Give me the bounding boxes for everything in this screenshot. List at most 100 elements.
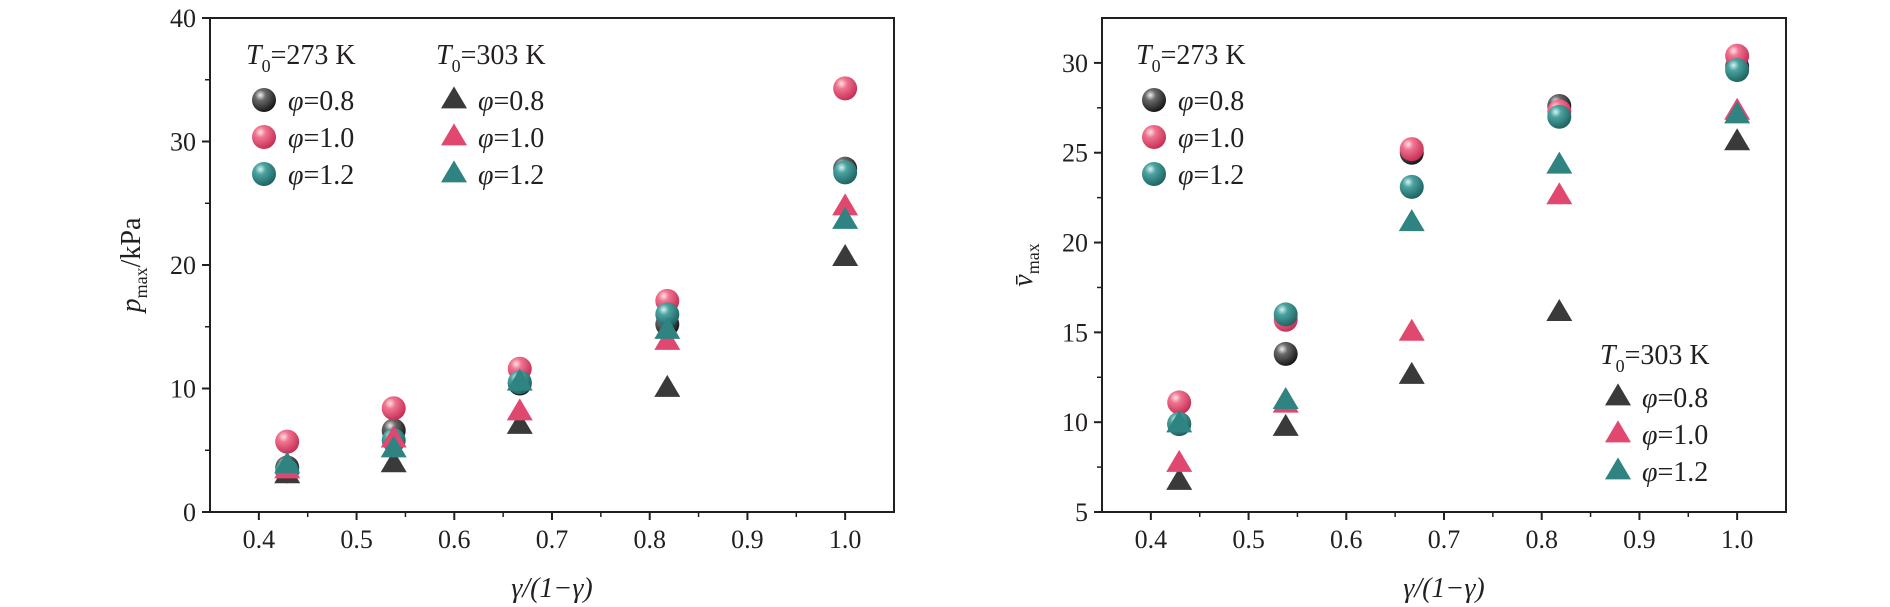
y-tick-label: 40 (170, 4, 196, 33)
y-tick-label: 0 (183, 498, 196, 527)
y-axis-label-vmax: v̄max (1008, 243, 1043, 286)
data-point (655, 302, 680, 327)
x-tick-label: 0.5 (1232, 525, 1265, 554)
legend-label: φ=1.2 (1642, 457, 1708, 488)
legend-marker (441, 86, 467, 109)
data-marks-pmax (274, 76, 859, 484)
legend-header-273-pmax: T0=273 K (246, 40, 356, 76)
y-tick-label: 30 (170, 128, 196, 157)
data-point (1398, 209, 1425, 232)
y-tick-label: 25 (1062, 139, 1088, 168)
data-point (506, 368, 533, 391)
x-tick-label: 0.8 (633, 525, 666, 554)
x-ticks-pmax: 0.4 0.5 0.6 0.7 0.8 0.9 1.0 (243, 512, 862, 554)
legend-header-273-vmax: T0=273 K (1136, 40, 1246, 76)
x-axis-label-pmax: γ/(1−γ) (511, 573, 592, 604)
x-tick-label: 0.9 (1623, 525, 1656, 554)
data-point (654, 316, 681, 339)
legend-marker (1142, 88, 1166, 112)
data-point (832, 206, 859, 229)
data-point (832, 243, 859, 266)
data-point (1166, 467, 1193, 490)
legend-label: φ=0.8 (478, 86, 544, 117)
data-point (1547, 104, 1572, 129)
x-tick-label: 1.0 (1721, 525, 1754, 554)
data-point (1546, 182, 1573, 205)
legend-header-303-pmax: T0=303 K (436, 40, 546, 76)
x-tick-label: 0.7 (1428, 525, 1461, 554)
data-point (832, 193, 859, 216)
data-point (1398, 361, 1425, 384)
legend-marker (441, 123, 467, 146)
y-tick-label: 10 (170, 375, 196, 404)
legend-label: φ=1.2 (1178, 160, 1244, 191)
legend-label: φ=0.8 (1642, 383, 1708, 414)
data-point (1166, 410, 1193, 433)
x-tick-label: 0.6 (1330, 525, 1363, 554)
data-point (654, 327, 681, 350)
x-tick-label: 0.6 (438, 525, 471, 554)
data-point (1273, 302, 1298, 327)
x-tick-label: 0.9 (731, 525, 764, 554)
legend-vmax: T0=273 K T0=303 K φ=0.8 φ=1.0 φ=1.2 φ=0.8 φ=… (1136, 40, 1710, 488)
data-point (1546, 151, 1573, 174)
legend-label: φ=0.8 (1178, 86, 1244, 117)
x-tick-label: 1.0 (829, 525, 862, 554)
data-point (380, 435, 407, 458)
data-point (833, 76, 858, 101)
data-point (833, 160, 858, 185)
y-tick-label: 10 (1062, 408, 1088, 437)
x-tick-label: 0.8 (1525, 525, 1558, 554)
data-point (1272, 413, 1299, 436)
legend-label: φ=1.0 (1178, 123, 1244, 154)
data-point (1272, 386, 1299, 409)
legend-marker (252, 162, 276, 186)
data-marks-vmax (1166, 43, 1751, 490)
legend-header-303-vmax: T0=303 K (1600, 340, 1710, 376)
x-ticks-vmax: 0.4 0.5 0.6 0.7 0.8 0.9 1.0 (1135, 512, 1754, 554)
data-point (1724, 128, 1751, 151)
y-tick-label: 15 (1062, 318, 1088, 347)
y-ticks-vmax: 5 10 15 20 25 30 (1062, 49, 1102, 527)
data-point (1724, 101, 1751, 124)
data-point (1399, 174, 1424, 199)
data-point (654, 374, 681, 397)
data-point (1273, 341, 1298, 366)
y-tick-label: 20 (1062, 229, 1088, 258)
data-point (380, 450, 407, 473)
legend-marker (252, 88, 276, 112)
legend-marker (1605, 420, 1631, 443)
data-point (1725, 58, 1750, 83)
legend-marker (1605, 383, 1631, 406)
data-point (1167, 390, 1192, 415)
legend-marker (441, 160, 467, 183)
x-tick-label: 0.4 (1135, 525, 1168, 554)
data-point (506, 398, 533, 421)
y-ticks-pmax: 0 10 20 30 40 (170, 4, 210, 527)
data-point (381, 396, 406, 421)
legend-marker (1605, 457, 1631, 480)
legend-label: φ=1.2 (288, 160, 354, 191)
data-point (1398, 318, 1425, 341)
x-tick-label: 0.4 (243, 525, 276, 554)
y-tick-label: 5 (1075, 498, 1088, 527)
data-point (1166, 449, 1193, 472)
legend-label: φ=1.2 (478, 160, 544, 191)
data-point (275, 429, 300, 454)
y-tick-label: 20 (170, 251, 196, 280)
data-point (274, 451, 301, 474)
y-axis-label-pmax: pmax/kPa (116, 217, 151, 314)
legend-marker (252, 125, 276, 149)
data-point (506, 411, 533, 434)
x-tick-label: 0.5 (340, 525, 373, 554)
data-point (1399, 137, 1424, 162)
panel-vmax: 5 10 15 20 25 30 0.4 0.5 0.6 0.7 0.8 0.9 1.0 γ/(1−γ… (1008, 17, 1787, 604)
legend-marker (1142, 125, 1166, 149)
data-point (1546, 298, 1573, 321)
y-tick-label: 30 (1062, 49, 1088, 78)
legend-label: φ=1.0 (478, 123, 544, 154)
legend-label: φ=1.0 (288, 123, 354, 154)
legend-pmax: T0=273 K T0=303 K φ=0.8 φ=1.0 φ=1.2 φ=0.8 φ=… (246, 40, 546, 191)
